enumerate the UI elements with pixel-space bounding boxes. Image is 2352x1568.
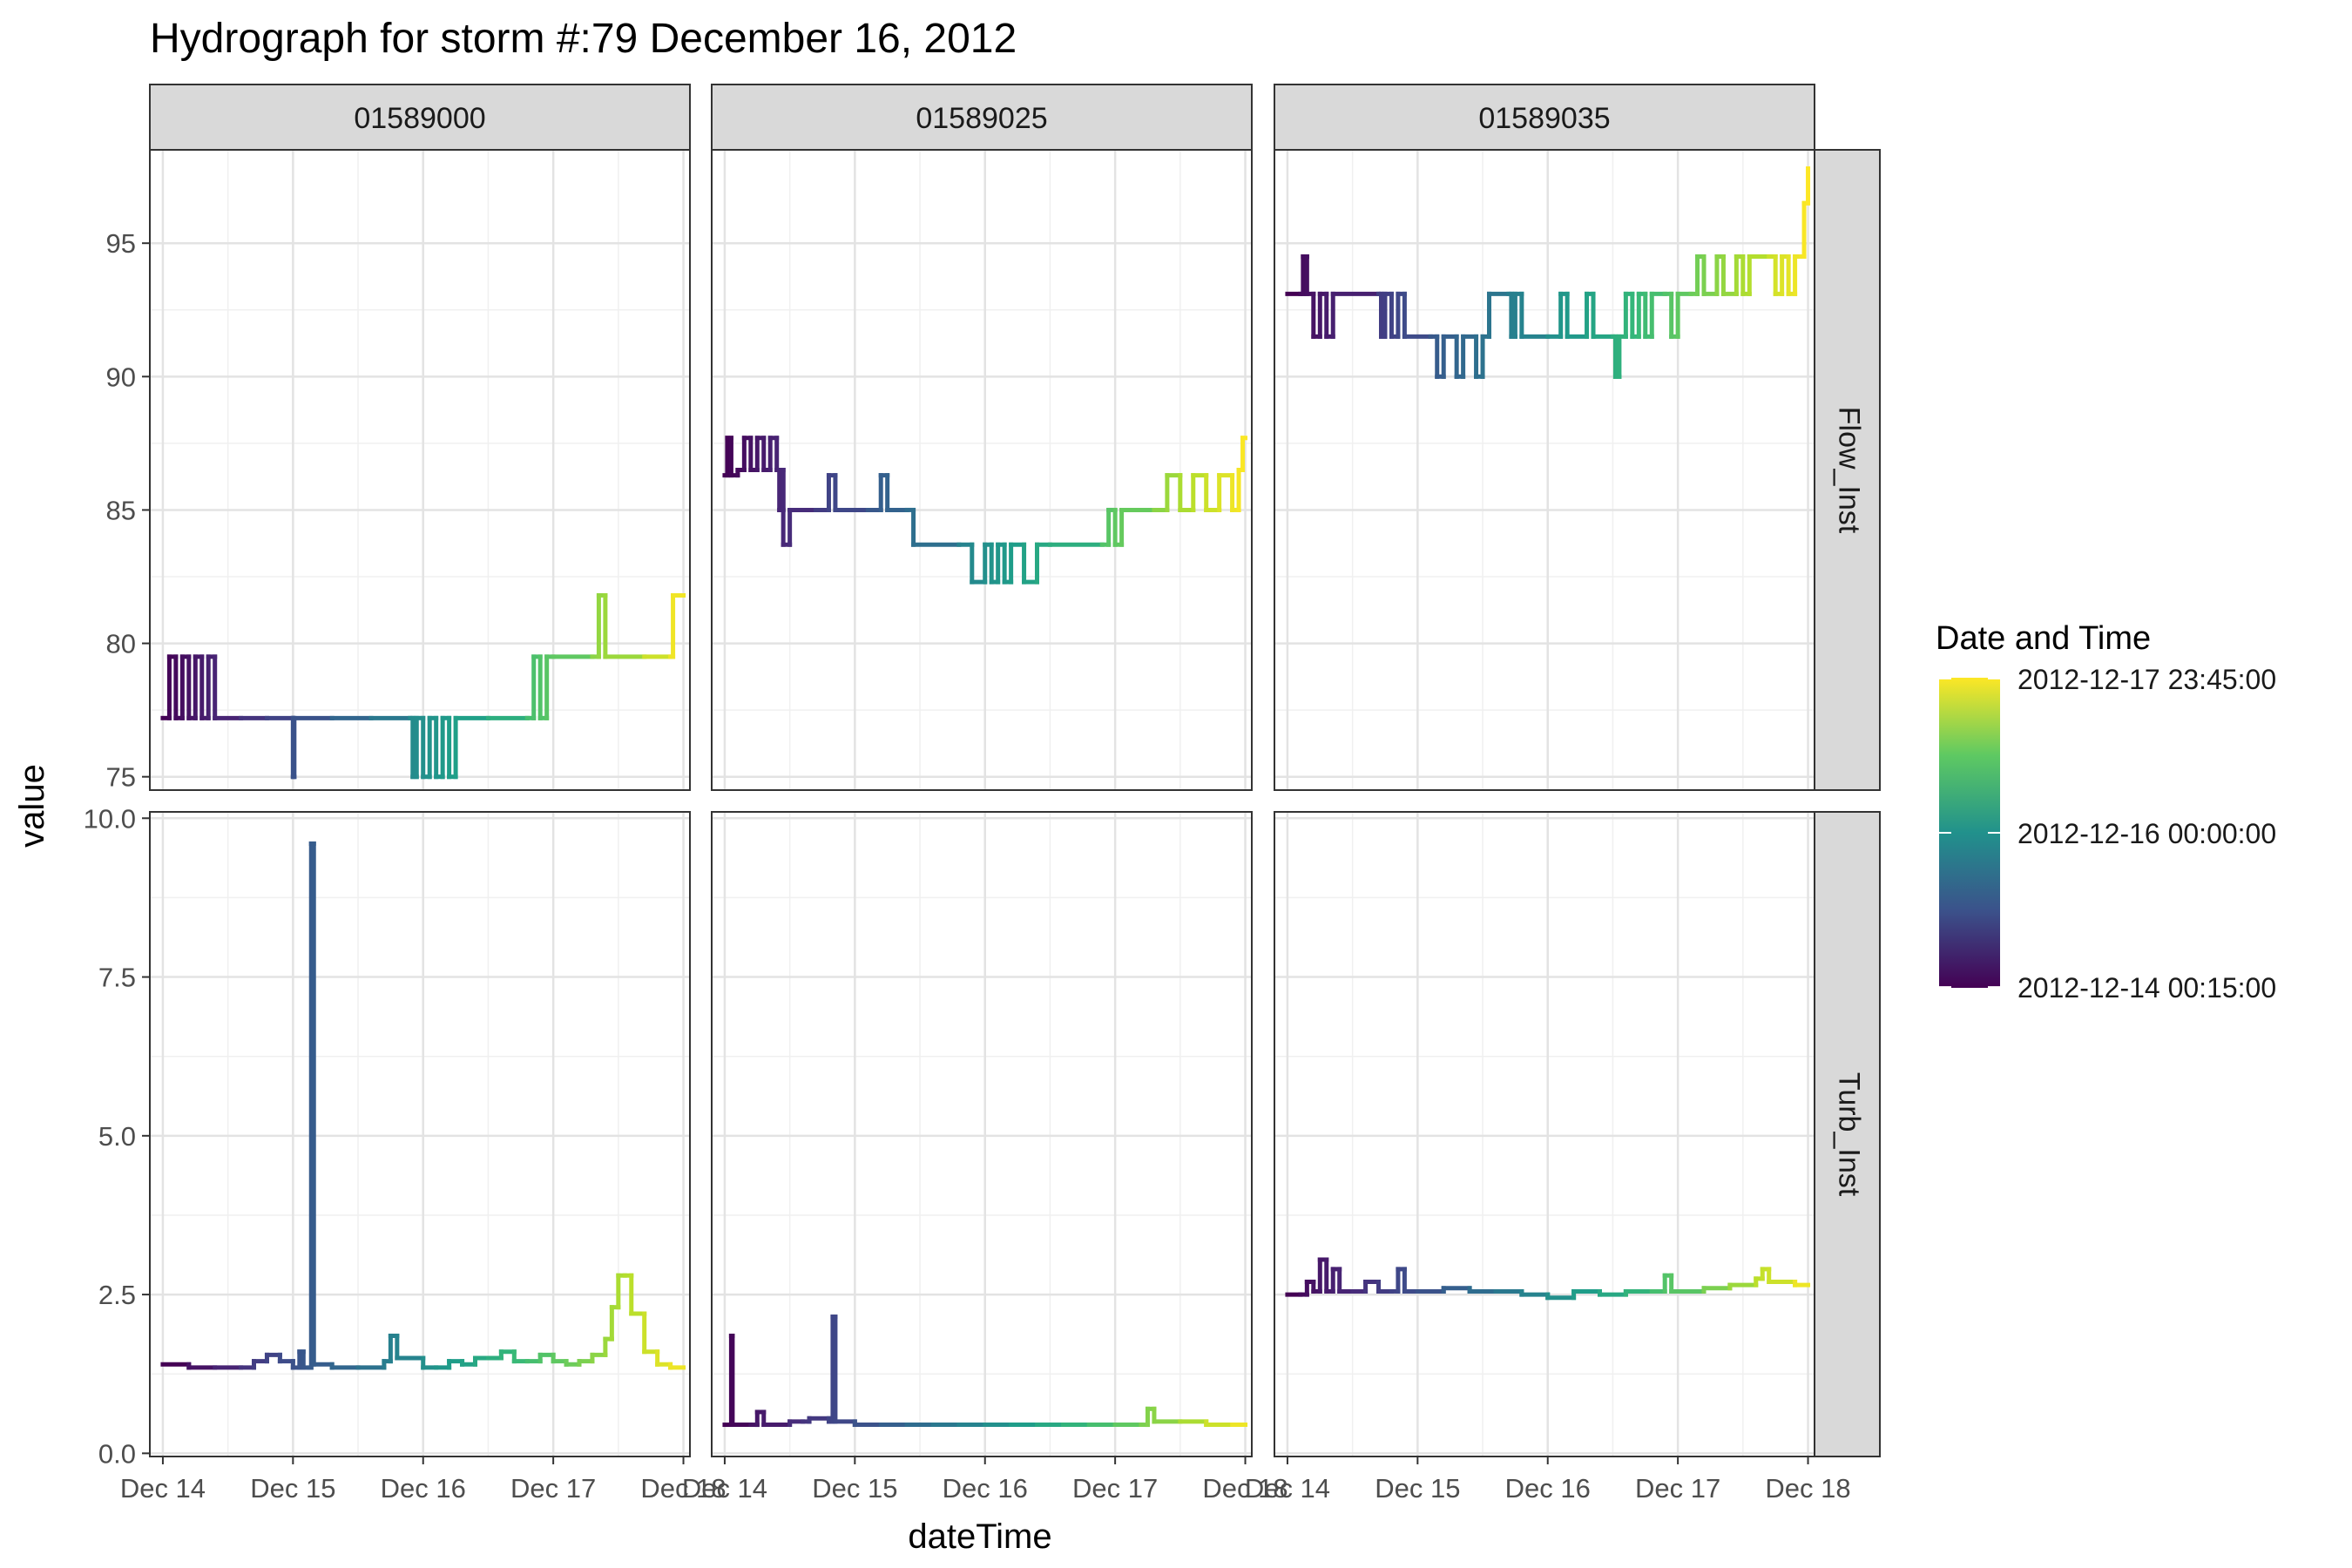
facet-strip-column [149,84,691,151]
y-axis-title: value [13,764,51,848]
y-tick-label: 80 [106,629,136,659]
legend-tick-label: 2012-12-17 23:45:00 [2017,664,2276,695]
y-tick-label: 75 [106,762,136,793]
facet-strip-row-label: Turb_Inst [1833,1072,1866,1197]
x-tick-label: Dec 15 [1375,1473,1460,1504]
panel-border [1274,811,1815,1457]
y-tick-label: 95 [106,228,136,259]
x-tick-label: Dec 14 [1245,1473,1330,1504]
color-legend: Date and Time 2012-12-17 23:45:002012-12… [1936,620,2276,1004]
facet-strip-row [1814,811,1881,1457]
panel-border [149,811,691,1457]
data-series-01589035-Turb_Inst [1285,1257,1811,1301]
x-tick-label: Dec 18 [640,1473,726,1504]
panel-background [150,812,690,1456]
panel-border [711,149,1253,791]
x-tick-label: Dec 16 [381,1473,466,1504]
x-tick-label: Dec 16 [943,1473,1028,1504]
panel-background [712,812,1252,1456]
chart-title: Hydrograph for storm #:79 December 16, 2… [150,16,1017,62]
panel-background [150,150,690,790]
facet-strip-column [711,84,1253,151]
x-tick-label: Dec 14 [682,1473,767,1504]
x-tick-label: Dec 18 [1202,1473,1288,1504]
panel-border [149,149,691,791]
data-series-01589000-Flow_Inst [160,592,686,780]
panel-background [1274,150,1815,790]
x-tick-label: Dec 15 [250,1473,335,1504]
facet-strip-label: 01589025 [916,102,1047,135]
facet-grid: 01589000 01589025 01589035 Flow_Inst Turb_In… [84,84,1881,1504]
panel-border [1274,149,1815,791]
data-series-01589035-Flow_Inst [1285,166,1811,379]
y-tick-label: 85 [106,495,136,525]
x-tick-label: Dec 14 [120,1473,206,1504]
facet-strip-row-label: Flow_Inst [1833,407,1866,534]
y-tick-label: 5.0 [98,1121,136,1152]
x-axis-title: dateTime [908,1517,1051,1556]
panel-background [712,150,1252,790]
legend-tick-label: 2012-12-14 00:15:00 [2017,972,2276,1004]
y-tick-label: 2.5 [98,1280,136,1310]
panel-background [1274,812,1815,1456]
y-tick-label: 0.0 [98,1438,136,1469]
x-tick-label: Dec 17 [1635,1473,1720,1504]
y-tick-label: 10.0 [84,803,136,834]
x-tick-label: Dec 16 [1505,1473,1591,1504]
y-tick-label: 7.5 [98,963,136,993]
legend-tick-label: 2012-12-16 00:00:00 [2017,818,2276,849]
legend-title: Date and Time [1936,620,2151,657]
legend-ticks: 2012-12-17 23:45:00 2012-12-16 00:00:00 20… [1939,664,2276,1004]
facet-strip-row [1814,149,1881,791]
data-series-01589025-Flow_Inst [722,436,1248,585]
facet-strip-column [1274,84,1815,151]
x-tick-label: Dec 17 [510,1473,596,1504]
x-tick-label: Dec 15 [812,1473,897,1504]
facet-strip-label: 01589000 [354,102,485,135]
data-series-01589000-Turb_Inst [160,841,686,1370]
y-tick-label: 90 [106,362,136,392]
facet-strip-label: 01589035 [1478,102,1610,135]
x-tick-label: Dec 17 [1072,1473,1158,1504]
data-series-01589025-Turb_Inst [722,1315,1248,1428]
x-tick-label: Dec 18 [1765,1473,1850,1504]
panel-border [711,811,1253,1457]
